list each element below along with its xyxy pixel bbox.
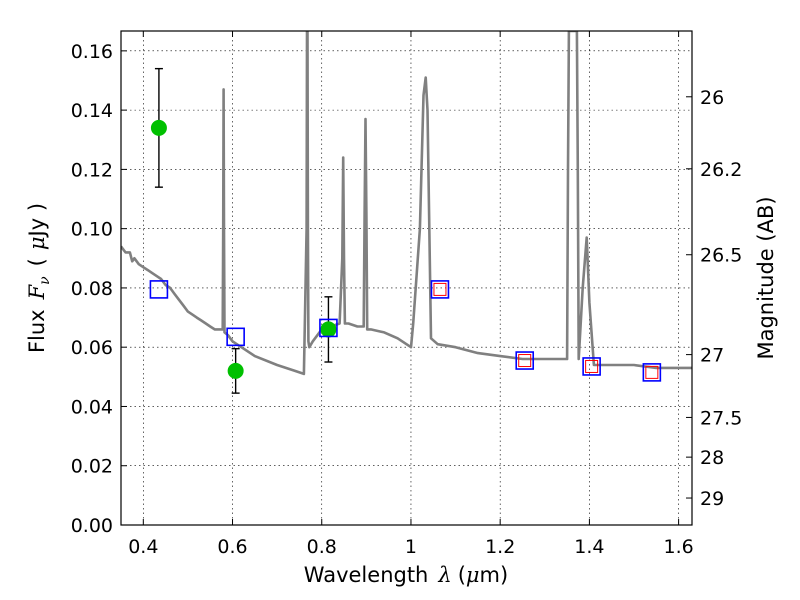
y-tick-label: 0.08 <box>71 278 113 300</box>
y-axis-label: FluxFν(μJy ) <box>25 203 53 353</box>
y2-tick-label: 27.5 <box>700 407 742 429</box>
y-tick-label: 0.04 <box>71 396 113 418</box>
model-point <box>642 363 662 382</box>
model-point <box>515 351 535 370</box>
y2-tick-label: 26.5 <box>700 245 742 267</box>
y-tick-label: 0.12 <box>71 159 113 181</box>
plot-background <box>121 31 692 525</box>
y2-tick-label: 28 <box>700 447 724 469</box>
observed-point <box>320 321 337 338</box>
plot-frame <box>120 30 693 526</box>
model-point <box>226 327 245 347</box>
x-tick-label: 1.2 <box>485 536 515 558</box>
observed-point <box>150 119 167 136</box>
y2-tick-label: 29 <box>700 488 724 510</box>
model-point <box>430 280 450 299</box>
y-axis-right: 26 26.2 26.5 27 27.5 28 29 <box>686 87 742 510</box>
x-tick-label: 0.4 <box>128 536 158 558</box>
model-point <box>149 280 169 299</box>
x-tick-label: 0.8 <box>307 536 337 558</box>
y-tick-label: 0.16 <box>71 41 113 63</box>
y2-axis-label: Magnitude (AB) <box>754 196 778 359</box>
x-axis: 0.4 0.6 0.8 1 1.2 1.4 1.6 <box>128 31 694 558</box>
model-upper-point <box>585 359 599 373</box>
model-upper-point <box>518 354 532 368</box>
markers-layer <box>149 67 662 394</box>
y-tick-label: 0.00 <box>71 515 113 537</box>
x-tick-label: 1.6 <box>664 536 694 558</box>
y-tick-label: 0.10 <box>71 219 113 241</box>
x-tick-label: 1 <box>405 536 417 558</box>
model-upper-point <box>433 282 447 296</box>
y-tick-label: 0.14 <box>71 100 113 122</box>
model-point <box>319 318 338 338</box>
y2-tick-label: 26 <box>700 87 724 109</box>
x-tick-label: 0.6 <box>217 536 247 558</box>
y2-tick-label: 26.2 <box>700 159 742 181</box>
model-upper-point <box>645 365 659 379</box>
y-tick-label: 0.02 <box>71 456 113 478</box>
y-axis-left: 0.00 0.02 0.04 0.06 0.08 0.10 0.12 0.14 0.16 <box>71 41 127 537</box>
y-tick-label: 0.06 <box>71 337 113 359</box>
y2-tick-label: 27 <box>700 345 724 367</box>
model-point <box>582 357 601 376</box>
observed-point <box>227 362 244 379</box>
x-tick-label: 1.4 <box>574 536 604 558</box>
x-axis-label: Wavelength λ (μm) <box>304 563 508 587</box>
